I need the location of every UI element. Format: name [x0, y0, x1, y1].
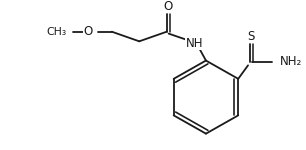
Text: CH₃: CH₃	[47, 27, 67, 37]
Text: O: O	[163, 0, 172, 13]
Text: NH: NH	[185, 37, 203, 50]
Text: O: O	[83, 25, 92, 38]
Text: NH₂: NH₂	[279, 55, 302, 68]
Text: S: S	[247, 30, 255, 43]
